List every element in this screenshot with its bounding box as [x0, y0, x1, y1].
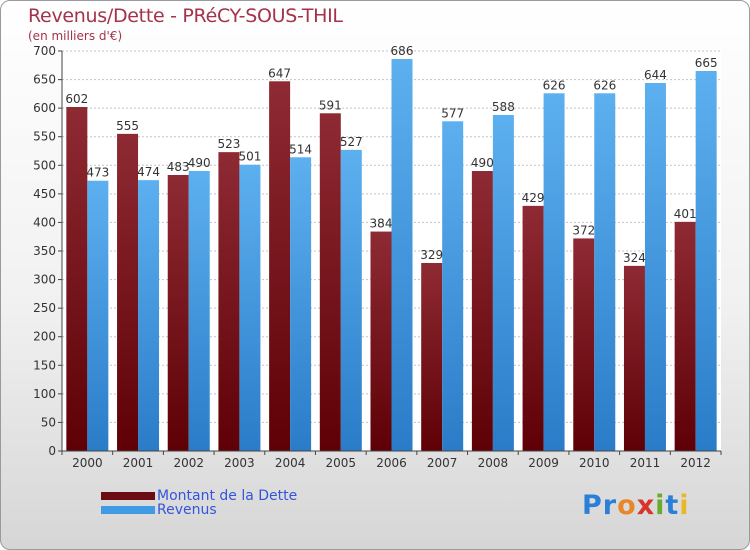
logo-letter: r [602, 490, 618, 521]
bar-revenus [695, 71, 717, 451]
x-tick-label: 2012 [680, 456, 711, 470]
y-tick-label: 0 [48, 444, 56, 458]
x-tick-label: 2003 [224, 456, 255, 470]
bar-dette [674, 221, 696, 451]
data-label-revenus: 588 [492, 100, 515, 114]
data-label-dette: 647 [268, 66, 291, 80]
y-tick-label: 150 [33, 358, 56, 372]
data-label-revenus: 490 [188, 156, 211, 170]
data-label-revenus: 626 [543, 78, 566, 92]
data-label-revenus: 514 [289, 142, 312, 156]
x-tick-label: 2010 [579, 456, 610, 470]
data-label-revenus: 577 [441, 106, 464, 120]
bar-revenus [391, 59, 413, 451]
bar-revenus [644, 83, 666, 451]
x-tick-label: 2000 [72, 456, 103, 470]
data-label-revenus: 626 [593, 78, 616, 92]
proxiti-logo: Proxiti [582, 490, 690, 521]
data-label-revenus: 527 [340, 135, 363, 149]
data-label-dette: 329 [420, 248, 443, 262]
logo-letter: t [665, 490, 680, 521]
bar-revenus [543, 93, 565, 452]
y-tick-label: 600 [33, 101, 56, 115]
logo-letter: P [582, 490, 603, 521]
y-tick-label: 450 [33, 187, 56, 201]
logo-letter: i [679, 490, 690, 521]
x-tick-label: 2008 [478, 456, 509, 470]
x-tick-label: 2009 [528, 456, 559, 470]
y-tick-label: 50 [41, 415, 56, 429]
bar-dette [471, 171, 493, 451]
bar-revenus [239, 164, 261, 451]
y-tick-label: 350 [33, 244, 56, 258]
data-label-dette: 602 [65, 92, 88, 106]
x-tick-label: 2005 [326, 456, 357, 470]
data-label-dette: 490 [471, 156, 494, 170]
data-label-dette: 591 [319, 98, 342, 112]
x-tick-label: 2002 [173, 456, 204, 470]
y-tick-label: 500 [33, 158, 56, 172]
data-label-revenus: 474 [137, 165, 160, 179]
bar-dette [421, 263, 443, 451]
bar-dette [218, 152, 240, 451]
bar-dette [66, 107, 88, 451]
legend-label-dette: Montant de la Dette [157, 488, 298, 504]
logo-letter: i [655, 490, 666, 521]
legend-label-revenus: Revenus [157, 502, 217, 518]
data-label-dette: 384 [370, 217, 393, 231]
data-label-dette: 429 [522, 191, 545, 205]
x-tick-label: 2001 [123, 456, 154, 470]
data-label-dette: 523 [217, 137, 240, 151]
bar-dette [167, 175, 189, 451]
y-tick-label: 700 [33, 44, 56, 58]
data-label-revenus: 644 [644, 68, 667, 82]
y-tick-label: 250 [33, 301, 56, 315]
chart-title: Revenus/Dette - PRéCY-SOUS-THIL [28, 5, 343, 27]
legend-item-dette: Montant de la Dette [101, 488, 297, 504]
bar-revenus [290, 157, 312, 452]
legend-item-revenus: Revenus [101, 502, 217, 518]
bar-dette [370, 231, 392, 451]
bar-revenus [87, 180, 109, 451]
data-label-revenus: 501 [238, 150, 261, 164]
data-label-revenus: 686 [391, 44, 414, 58]
y-tick-label: 400 [33, 215, 56, 229]
bar-revenus [138, 180, 160, 451]
y-tick-label: 550 [33, 130, 56, 144]
bar-dette [319, 113, 341, 452]
data-label-dette: 372 [572, 223, 595, 237]
bar-revenus [492, 115, 514, 451]
chart-subtitle: (en milliers d'€) [28, 29, 123, 43]
y-tick-label: 100 [33, 387, 56, 401]
legend-swatch-revenus [101, 506, 155, 514]
bar-dette [573, 238, 595, 451]
bar-dette [522, 205, 544, 451]
y-tick-label: 650 [33, 73, 56, 87]
data-label-dette: 401 [674, 207, 697, 221]
y-tick-label: 300 [33, 273, 56, 287]
bar-dette [623, 265, 645, 451]
bar-dette [269, 81, 291, 452]
y-tick-label: 200 [33, 330, 56, 344]
x-tick-label: 2007 [427, 456, 458, 470]
bar-dette [117, 133, 139, 451]
bar-revenus [594, 93, 616, 452]
data-label-revenus: 473 [86, 166, 109, 180]
x-tick-label: 2004 [275, 456, 306, 470]
data-label-dette: 555 [116, 119, 139, 133]
bar-revenus [188, 171, 210, 451]
logo-letter: o [617, 490, 637, 521]
data-label-dette: 324 [623, 251, 646, 265]
x-tick-label: 2006 [376, 456, 407, 470]
logo-letter: x [636, 490, 656, 521]
data-label-dette: 483 [167, 160, 190, 174]
data-label-revenus: 665 [695, 56, 718, 70]
x-tick-label: 2011 [630, 456, 661, 470]
legend-swatch-dette [101, 492, 155, 500]
bar-revenus [442, 121, 464, 452]
bar-revenus [340, 149, 362, 451]
